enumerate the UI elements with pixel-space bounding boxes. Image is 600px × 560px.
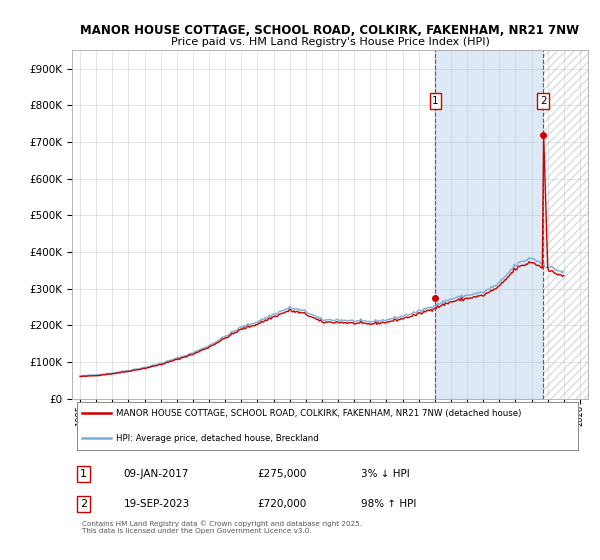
Bar <box>543 50 588 399</box>
Bar <box>436 50 543 399</box>
Bar <box>543 50 588 399</box>
Text: Contains HM Land Registry data © Crown copyright and database right 2025.
This d: Contains HM Land Registry data © Crown c… <box>82 520 362 534</box>
Text: 1: 1 <box>432 96 439 106</box>
FancyBboxPatch shape <box>77 403 578 450</box>
Text: 2: 2 <box>80 500 87 509</box>
Text: Price paid vs. HM Land Registry's House Price Index (HPI): Price paid vs. HM Land Registry's House … <box>170 37 490 47</box>
Text: 09-JAN-2017: 09-JAN-2017 <box>124 469 189 479</box>
Text: 19-SEP-2023: 19-SEP-2023 <box>124 500 190 509</box>
Text: MANOR HOUSE COTTAGE, SCHOOL ROAD, COLKIRK, FAKENHAM, NR21 7NW: MANOR HOUSE COTTAGE, SCHOOL ROAD, COLKIR… <box>80 24 580 38</box>
Text: 1: 1 <box>80 469 87 479</box>
Text: £720,000: £720,000 <box>258 500 307 509</box>
Text: MANOR HOUSE COTTAGE, SCHOOL ROAD, COLKIRK, FAKENHAM, NR21 7NW (detached house): MANOR HOUSE COTTAGE, SCHOOL ROAD, COLKIR… <box>116 409 521 418</box>
Text: 3% ↓ HPI: 3% ↓ HPI <box>361 469 410 479</box>
Text: HPI: Average price, detached house, Breckland: HPI: Average price, detached house, Brec… <box>116 433 319 442</box>
Text: £275,000: £275,000 <box>258 469 307 479</box>
Text: 98% ↑ HPI: 98% ↑ HPI <box>361 500 416 509</box>
Text: 2: 2 <box>540 96 547 106</box>
